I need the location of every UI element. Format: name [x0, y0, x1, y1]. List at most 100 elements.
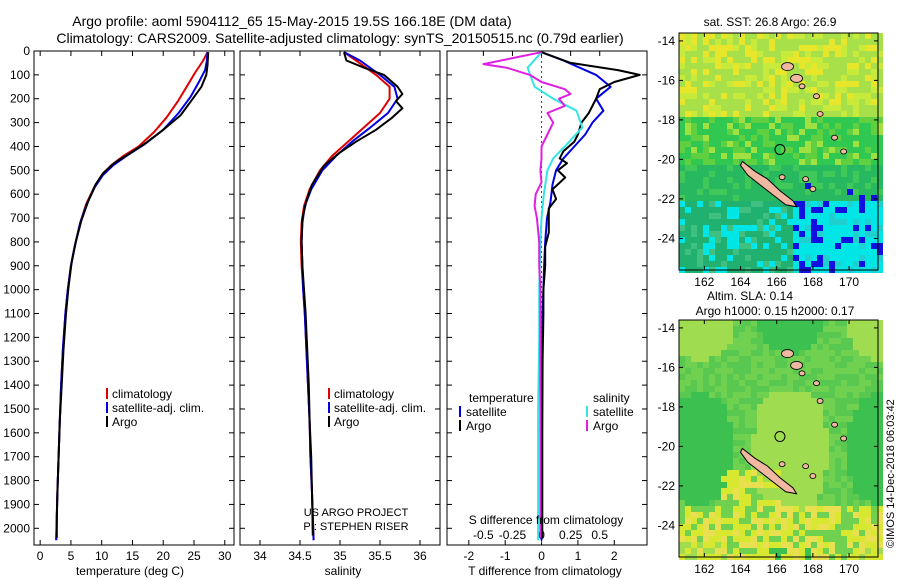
map-cell	[757, 57, 763, 63]
map-cell	[817, 45, 823, 51]
map-cell	[739, 524, 745, 530]
map-cell	[811, 201, 817, 207]
map-cell	[709, 362, 715, 368]
map-cell	[769, 171, 775, 177]
map-cell	[697, 207, 703, 213]
map-cell	[847, 87, 853, 93]
island	[831, 134, 838, 141]
map-cell	[775, 434, 781, 440]
map-cell	[817, 536, 823, 542]
map-cell	[871, 75, 877, 81]
lon-tick-label: 162	[694, 275, 714, 289]
map-cell	[841, 410, 847, 416]
map-cell	[739, 69, 745, 75]
map-cell	[679, 506, 685, 512]
map-cell	[787, 548, 793, 554]
map-cell	[793, 51, 799, 57]
map-cell	[781, 123, 787, 129]
map-cell	[847, 488, 853, 494]
map-cell	[781, 404, 787, 410]
map-cell	[733, 542, 739, 548]
map-cell	[685, 404, 691, 410]
map-cell	[775, 69, 781, 75]
map-cell	[817, 75, 823, 81]
x-tick-label: 2	[611, 549, 618, 563]
map-cell	[745, 111, 751, 117]
map-cell	[829, 344, 835, 350]
island	[809, 186, 817, 192]
map-cell	[685, 398, 691, 404]
map-cell	[799, 105, 805, 111]
map-cell	[847, 51, 853, 57]
map-cell	[871, 350, 877, 356]
map-cell	[823, 332, 829, 338]
pi-annotation: PI: STEPHEN RISER	[303, 521, 408, 533]
map-cell	[763, 542, 769, 548]
map-cell	[769, 33, 775, 39]
map-cell	[691, 386, 697, 392]
map-cell	[703, 51, 709, 57]
map-cell	[841, 165, 847, 171]
map-cell	[757, 33, 763, 39]
sst-map-title: sat. SST: 26.8 Argo: 26.9	[704, 15, 837, 29]
map-cell	[793, 344, 799, 350]
map-cell	[865, 159, 871, 165]
map-cell	[769, 482, 775, 488]
map-cell	[775, 117, 781, 123]
map-cell	[745, 195, 751, 201]
map-cell	[853, 548, 859, 554]
map-cell	[799, 195, 805, 201]
map-cell	[829, 506, 835, 512]
map-cell	[859, 75, 865, 81]
map-cell	[805, 530, 811, 536]
map-cell	[679, 482, 685, 488]
map-cell	[871, 500, 877, 506]
map-cell	[679, 147, 685, 153]
map-cell	[865, 368, 871, 374]
map-cell	[835, 153, 841, 159]
map-cell	[751, 195, 757, 201]
legend-swatch	[328, 388, 330, 399]
map-cell	[805, 374, 811, 380]
map-cell	[835, 117, 841, 123]
map-cell	[745, 213, 751, 219]
island	[809, 473, 817, 479]
map-cell	[679, 512, 685, 518]
map-cell	[775, 159, 781, 165]
depth-tick-label: 2000	[3, 521, 30, 535]
map-cell	[751, 488, 757, 494]
map-cell	[835, 320, 841, 326]
map-cell	[679, 524, 685, 530]
map-cell	[793, 332, 799, 338]
map-cell	[703, 255, 709, 261]
map-cell	[841, 255, 847, 261]
map-cell	[679, 165, 685, 171]
map-cell	[763, 446, 769, 452]
map-cell	[745, 392, 751, 398]
map-cell	[697, 117, 703, 123]
map-cell	[823, 183, 829, 189]
new-caledonia-island	[739, 160, 798, 208]
map-cell	[685, 75, 691, 81]
map-cell	[871, 213, 877, 219]
map-cell	[829, 231, 835, 237]
map-cell	[691, 165, 697, 171]
map-cell	[811, 183, 817, 189]
map-cell	[709, 332, 715, 338]
map-cell	[829, 530, 835, 536]
map-cell	[703, 524, 709, 530]
map-cell	[865, 249, 871, 255]
map-cell	[871, 87, 877, 93]
map-cell	[859, 362, 865, 368]
map-cell	[763, 536, 769, 542]
map-cell	[685, 392, 691, 398]
map-cell	[727, 440, 733, 446]
map-cell	[727, 63, 733, 69]
map-cell	[853, 518, 859, 524]
map-cell	[817, 380, 823, 386]
map-cell	[727, 135, 733, 141]
map-cell	[739, 195, 745, 201]
map-cell	[787, 165, 793, 171]
map-cell	[799, 398, 805, 404]
map-cell	[799, 434, 805, 440]
